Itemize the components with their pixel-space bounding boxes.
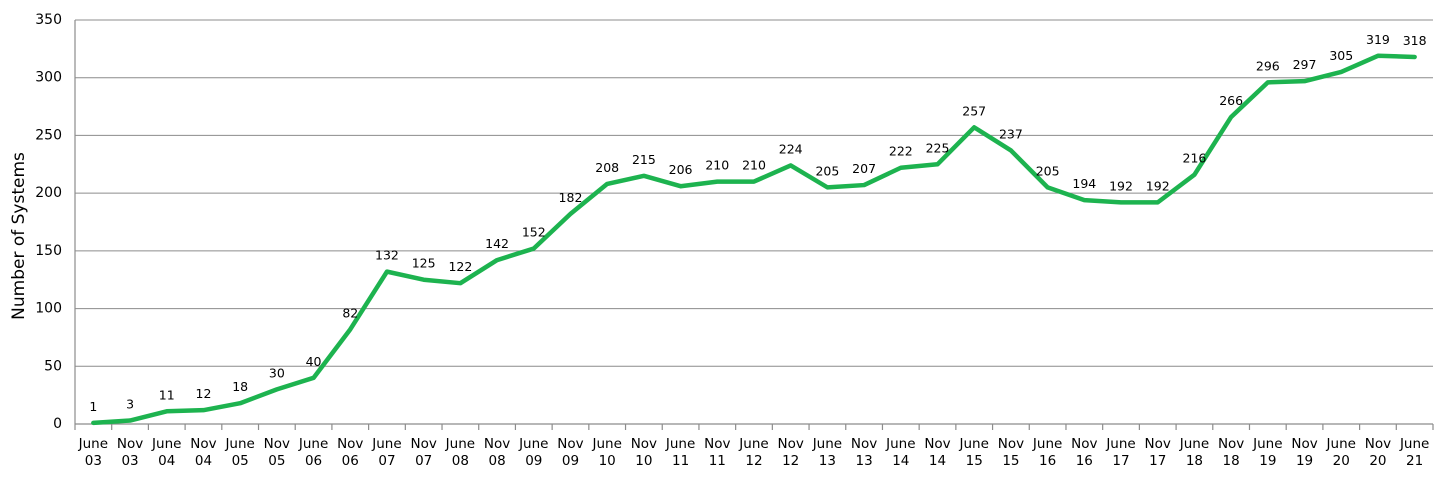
x-tick-label: June 06 (298, 436, 328, 469)
data-label: 319 (1366, 32, 1390, 47)
data-label: 152 (522, 225, 546, 240)
x-tick-label: Nov 08 (484, 436, 510, 469)
data-label: 125 (412, 256, 436, 271)
series-layer (91, 53, 1417, 426)
y-tick-label: 300 (35, 70, 62, 86)
x-tick-label: Nov 20 (1365, 436, 1391, 469)
x-tick-label: Nov 10 (631, 436, 657, 469)
x-tick-label: June 21 (1399, 436, 1429, 469)
data-label: 192 (1146, 178, 1170, 193)
data-label: 224 (779, 141, 803, 156)
x-tick-label: Nov 12 (778, 436, 804, 469)
data-label: 194 (1072, 176, 1096, 191)
x-tick-label: Nov 06 (337, 436, 363, 469)
x-tick-label: June 14 (885, 436, 915, 469)
x-tick-label: Nov 05 (264, 436, 290, 469)
x-tick-label: Nov 09 (557, 436, 583, 469)
x-tick-label: June 04 (151, 436, 181, 469)
data-label: 132 (375, 248, 399, 263)
x-tick-label: June 15 (959, 436, 989, 469)
data-label: 297 (1293, 57, 1317, 72)
y-tick-label: 0 (53, 416, 62, 432)
x-tick-label: Nov 19 (1291, 436, 1317, 469)
x-tick-label: Nov 13 (851, 436, 877, 469)
x-tick-label: June 10 (591, 436, 621, 469)
gridlines (75, 19, 1433, 367)
data-label: 205 (815, 163, 839, 178)
y-tick-label: 200 (35, 185, 62, 201)
data-label: 208 (595, 160, 619, 175)
x-tick-label: June 12 (738, 436, 768, 469)
axes (74, 20, 1434, 430)
data-label: 257 (962, 103, 986, 118)
data-label: 205 (1036, 163, 1060, 178)
x-tick-label: Nov 04 (190, 436, 216, 469)
data-label: 206 (669, 162, 693, 177)
x-tick-label: Nov 03 (117, 436, 143, 469)
data-label: 225 (926, 140, 950, 155)
data-label: 237 (999, 126, 1023, 141)
x-tick-label: Nov 16 (1071, 436, 1097, 469)
x-tick-label: June 17 (1105, 436, 1135, 469)
y-tick-label: 350 (35, 12, 62, 28)
data-label: 222 (889, 144, 913, 159)
y-tick-label: 50 (44, 358, 62, 374)
data-label: 142 (485, 236, 509, 251)
data-label: 216 (1183, 151, 1207, 166)
x-tick-label: June 19 (1252, 436, 1282, 469)
x-tick-label: Nov 14 (924, 436, 950, 469)
data-label: 215 (632, 152, 656, 167)
x-tick-label: June 05 (224, 436, 254, 469)
y-tick-label: 250 (35, 127, 62, 143)
y-axis-title: Number of Systems (9, 152, 29, 320)
x-tick-label: Nov 11 (704, 436, 730, 469)
data-label: 12 (196, 386, 212, 401)
data-label: 305 (1329, 48, 1353, 63)
data-label: 318 (1403, 33, 1427, 48)
x-tick-label: June 03 (78, 436, 108, 469)
x-tick-label: Nov 07 (410, 436, 436, 469)
x-tick-label: June 18 (1179, 436, 1209, 469)
x-tick-label: June 13 (812, 436, 842, 469)
x-tick-label: Nov 17 (1145, 436, 1171, 469)
series-line (91, 53, 1417, 426)
data-label: 192 (1109, 178, 1133, 193)
x-tick-label: Nov 15 (998, 436, 1024, 469)
data-label: 122 (448, 259, 472, 274)
x-tick-label: June 07 (371, 436, 401, 469)
data-label: 18 (232, 379, 248, 394)
data-label: 266 (1219, 93, 1243, 108)
data-label: 82 (342, 305, 358, 320)
x-tick-label: June 11 (665, 436, 695, 469)
data-label: 30 (269, 365, 285, 380)
data-labels: 1 3 11 12 18 30 40 82 132 125 122 142 152 182 208 215 20… (89, 32, 1426, 414)
data-label: 11 (159, 387, 175, 402)
data-label: 296 (1256, 58, 1280, 73)
data-label: 3 (126, 397, 134, 412)
data-label: 1 (89, 399, 97, 414)
x-tick-label: June 08 (445, 436, 475, 469)
data-label: 182 (559, 190, 583, 205)
data-label: 210 (705, 158, 729, 173)
data-label: 40 (306, 354, 322, 369)
x-tick-labels: June 03 Nov 03 June 04 Nov 04 June 05 Nov 05 June 06 N… (78, 436, 1430, 469)
y-tick-label: 100 (35, 301, 62, 317)
x-tick-label: Nov 18 (1218, 436, 1244, 469)
x-tick-label: June 20 (1326, 436, 1356, 469)
y-tick-label: 150 (35, 243, 62, 259)
y-tick-labels: 0 50 100 150 200 250 300 350 (35, 12, 62, 432)
data-label: 207 (852, 161, 876, 176)
data-label: 210 (742, 158, 766, 173)
x-tick-label: June 09 (518, 436, 548, 469)
x-tick-label: June 16 (1032, 436, 1062, 469)
